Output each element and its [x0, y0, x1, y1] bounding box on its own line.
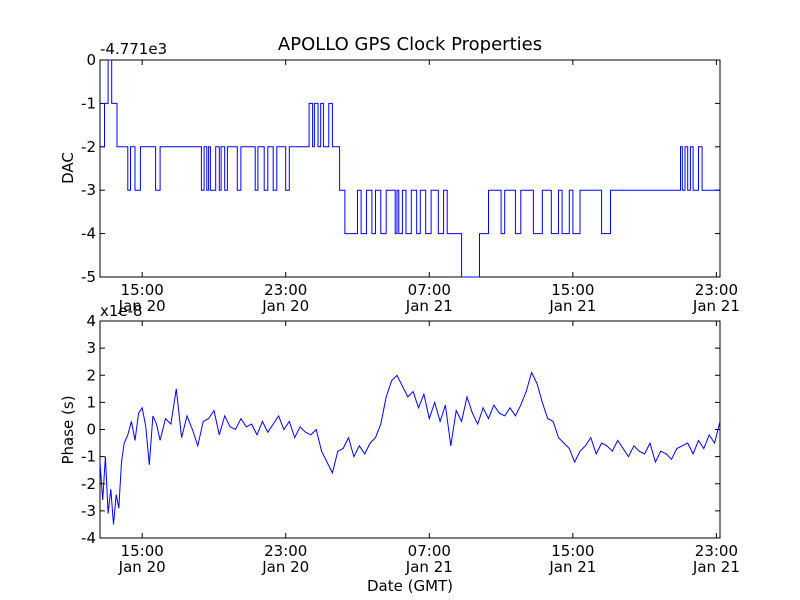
- phase-x-tick-date: Jan 21: [405, 558, 453, 576]
- phase-ylabel: Phase (s): [59, 395, 77, 464]
- phase-x-tick-date: Jan 20: [261, 558, 309, 576]
- phase-x-tick-time: 15:00: [121, 542, 164, 560]
- phase-y-tick-label: 1: [86, 393, 96, 411]
- dac-x-tick-date: Jan 21: [692, 297, 740, 315]
- dac-y-tick-label: -3: [81, 181, 96, 199]
- phase-y-ticks: 4 3 2 1 0 -1 -2 -3 -4: [81, 312, 720, 547]
- dac-x-tick-time: 07:00: [408, 281, 451, 299]
- phase-x-tick-date: Jan 21: [692, 558, 740, 576]
- phase-x-tick-time: 23:00: [264, 542, 307, 560]
- dac-y-tick-label: -2: [81, 138, 96, 156]
- phase-x-tick-date: Jan 20: [118, 558, 166, 576]
- phase-y-tick-label: -2: [81, 475, 96, 493]
- dac-x-tick-date: Jan 20: [118, 297, 166, 315]
- dac-y-tick-label: -5: [81, 268, 96, 286]
- phase-offset-label: x1e-8: [100, 302, 143, 320]
- phase-y-tick-label: -4: [81, 529, 96, 547]
- dac-series-line: [100, 59, 720, 278]
- dac-y-ticks: 0 -1 -2 -3 -4 -5: [81, 51, 720, 286]
- dac-y-tick-label: -4: [81, 225, 96, 243]
- phase-x-tick-time: 15:00: [551, 542, 594, 560]
- phase-y-tick-label: 0: [86, 421, 96, 439]
- chart-title: APOLLO GPS Clock Properties: [278, 34, 542, 55]
- dac-x-tick-date: Jan 20: [261, 297, 309, 315]
- phase-y-tick-label: 2: [86, 366, 96, 384]
- phase-x-tick-date: Jan 21: [548, 558, 596, 576]
- dac-plot-frame: [99, 59, 721, 278]
- dac-x-tick-time: 23:00: [264, 281, 307, 299]
- phase-y-tick-label: -3: [81, 502, 96, 520]
- phase-x-tick-time: 23:00: [695, 542, 738, 560]
- phase-y-tick-label: 4: [86, 312, 96, 330]
- dac-x-tick-time: 15:00: [121, 281, 164, 299]
- phase-plot-frame: [99, 320, 721, 539]
- phase-y-tick-label: 3: [86, 339, 96, 357]
- dac-y-tick-label: 0: [86, 51, 96, 69]
- dac-x-tick-time: 23:00: [695, 281, 738, 299]
- phase-x-tick-time: 07:00: [408, 542, 451, 560]
- dac-x-tick-date: Jan 21: [548, 297, 596, 315]
- dac-ylabel: DAC: [59, 152, 77, 184]
- dac-offset-label: -4.771e3: [100, 40, 167, 58]
- phase-series-line: [99, 371, 721, 525]
- dac-y-tick-label: -1: [81, 94, 96, 112]
- phase-y-tick-label: -1: [81, 448, 96, 466]
- x-axis-label: Date (GMT): [367, 577, 453, 595]
- dac-x-tick-time: 15:00: [551, 281, 594, 299]
- dac-x-tick-date: Jan 21: [405, 297, 453, 315]
